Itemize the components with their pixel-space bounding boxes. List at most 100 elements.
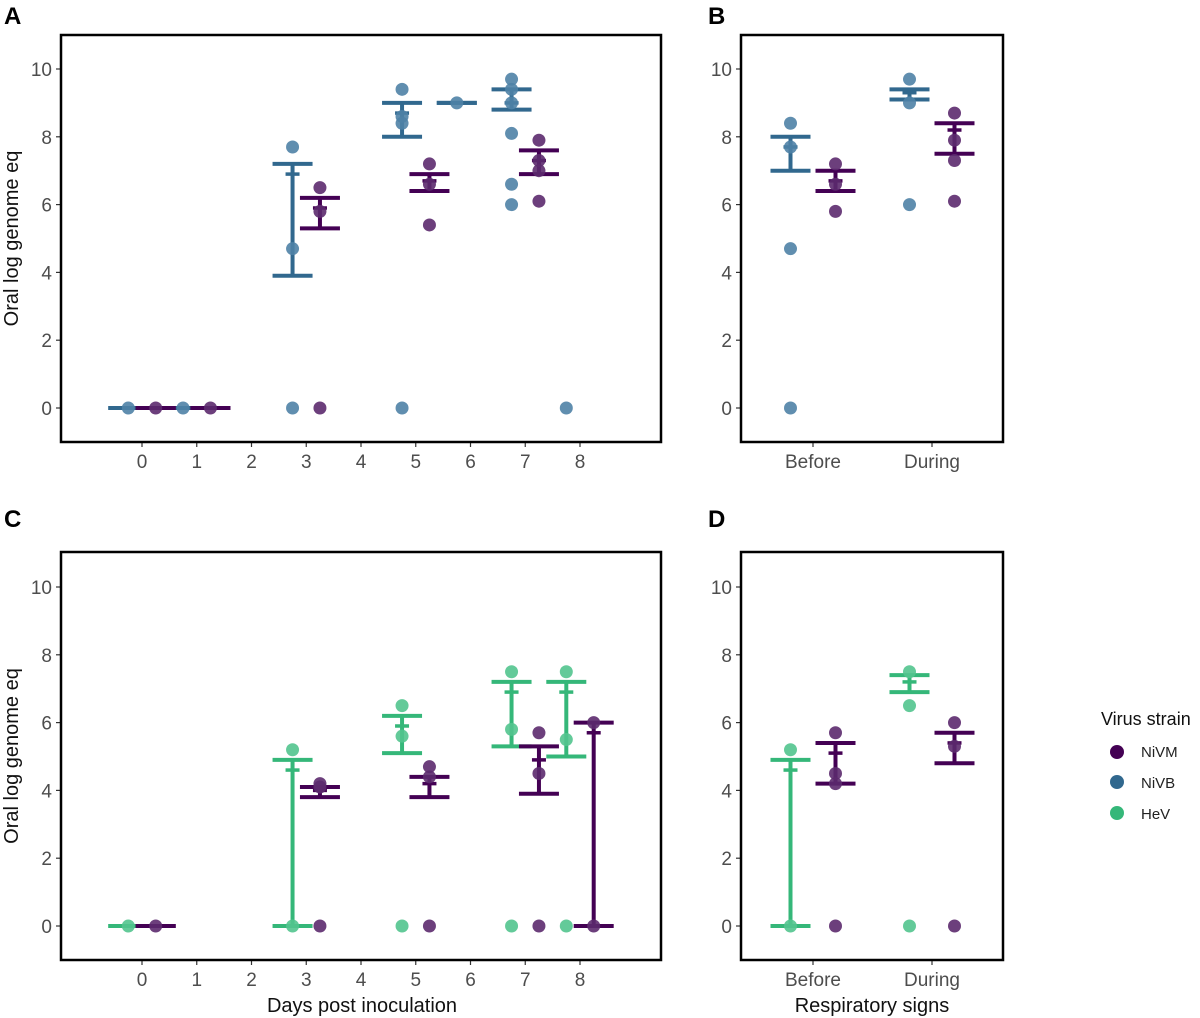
y-tick-label: 6 — [41, 196, 52, 217]
panel-a: A 0 2 4 6 8 10 0 1 2 3 4 5 6 7 8 Oral log genome eq — [1, 3, 663, 473]
data-point — [829, 766, 842, 780]
panel-letter: C — [4, 506, 21, 533]
x-tick-label: 7 — [520, 970, 531, 991]
data-point — [313, 777, 327, 791]
data-point — [395, 82, 409, 96]
data-point — [422, 177, 436, 191]
data-point — [422, 919, 436, 933]
data-point — [587, 919, 601, 933]
data-point — [903, 198, 916, 212]
data-point — [948, 739, 961, 753]
legend: Virus strain NiVM NiVB HeV — [1101, 709, 1191, 823]
data-point — [829, 726, 842, 740]
plot-frame — [59, 33, 663, 444]
data-point — [176, 401, 190, 415]
series-nivm — [135, 716, 614, 933]
data-point — [395, 729, 409, 743]
legend-swatch-hev — [1110, 806, 1124, 820]
data-point — [286, 242, 300, 256]
data-point — [121, 919, 135, 933]
x-tick-label: 1 — [191, 970, 202, 991]
series-nivm — [135, 133, 559, 415]
data-point — [948, 716, 961, 730]
y-tick-label: 2 — [41, 331, 52, 352]
y-tick-label: 2 — [721, 331, 732, 352]
data-point — [505, 177, 519, 191]
data-point — [313, 919, 327, 933]
x-tick-label: Before — [785, 970, 841, 991]
data-point — [532, 766, 546, 780]
y-axis-title: Oral log genome eq — [1, 668, 23, 844]
data-point — [903, 665, 916, 679]
y-tick-label: 6 — [41, 714, 52, 735]
data-point — [829, 777, 842, 791]
x-tick-label: 3 — [301, 452, 312, 473]
x-tick-label: 4 — [356, 970, 367, 991]
data-point — [559, 401, 573, 415]
x-tick-label: 7 — [520, 452, 531, 473]
data-point — [313, 401, 327, 415]
data-point — [422, 770, 436, 784]
data-point — [203, 401, 217, 415]
data-point — [903, 72, 916, 86]
data-point — [505, 722, 519, 736]
x-tick-label: 6 — [465, 452, 476, 473]
x-tick-label: 5 — [410, 970, 421, 991]
data-point — [532, 154, 546, 168]
data-point — [559, 665, 573, 679]
data-point — [559, 919, 573, 933]
y-tick-label: 6 — [721, 714, 732, 735]
plot-frame — [739, 550, 1005, 962]
x-tick-label: 6 — [465, 970, 476, 991]
data-point — [784, 401, 797, 415]
data-point — [532, 726, 546, 740]
data-point — [559, 733, 573, 747]
y-tick-label: 8 — [721, 128, 732, 149]
y-tick-label: 8 — [721, 646, 732, 667]
series-nivm — [815, 716, 975, 933]
data-point — [829, 177, 842, 191]
data-point — [829, 157, 842, 171]
y-tick-label: 2 — [721, 849, 732, 870]
y-tick-label: 0 — [721, 917, 732, 938]
data-point — [532, 919, 546, 933]
x-tick-label: 8 — [575, 970, 586, 991]
panel-letter: D — [708, 506, 725, 533]
data-point — [313, 181, 327, 195]
y-tick-label: 4 — [721, 263, 732, 284]
data-point — [395, 919, 409, 933]
data-point — [532, 164, 546, 178]
y-tick-label: 6 — [721, 196, 732, 217]
legend-swatch-nivb — [1110, 775, 1124, 789]
legend-entry-nivm: NiVM — [1110, 744, 1178, 761]
y-tick-label: 0 — [41, 917, 52, 938]
legend-label-nivb: NiVB — [1141, 775, 1175, 792]
y-tick-label: 10 — [711, 578, 732, 599]
panel-letter: B — [708, 3, 725, 30]
data-point — [422, 218, 436, 232]
x-tick-label: 0 — [137, 452, 148, 473]
x-tick-label: During — [904, 452, 960, 473]
legend-swatch-nivm — [1110, 745, 1124, 759]
data-point — [948, 106, 961, 120]
series-nivm — [815, 106, 975, 218]
x-tick-label: 2 — [246, 970, 257, 991]
data-point — [784, 242, 797, 256]
data-point — [784, 116, 797, 130]
data-point — [903, 96, 916, 110]
data-point — [395, 109, 409, 123]
plot-frame — [739, 33, 1005, 444]
data-point — [149, 919, 163, 933]
y-tick-label: 4 — [41, 263, 52, 284]
data-point — [829, 204, 842, 218]
data-point — [395, 401, 409, 415]
x-tick-label: 0 — [137, 970, 148, 991]
data-point — [286, 140, 300, 154]
data-point — [903, 919, 916, 933]
x-tick-label: 3 — [301, 970, 312, 991]
legend-label-nivm: NiVM — [1141, 744, 1178, 761]
data-point — [505, 82, 519, 96]
legend-entry-nivb: NiVB — [1110, 775, 1175, 792]
data-point — [784, 919, 797, 933]
